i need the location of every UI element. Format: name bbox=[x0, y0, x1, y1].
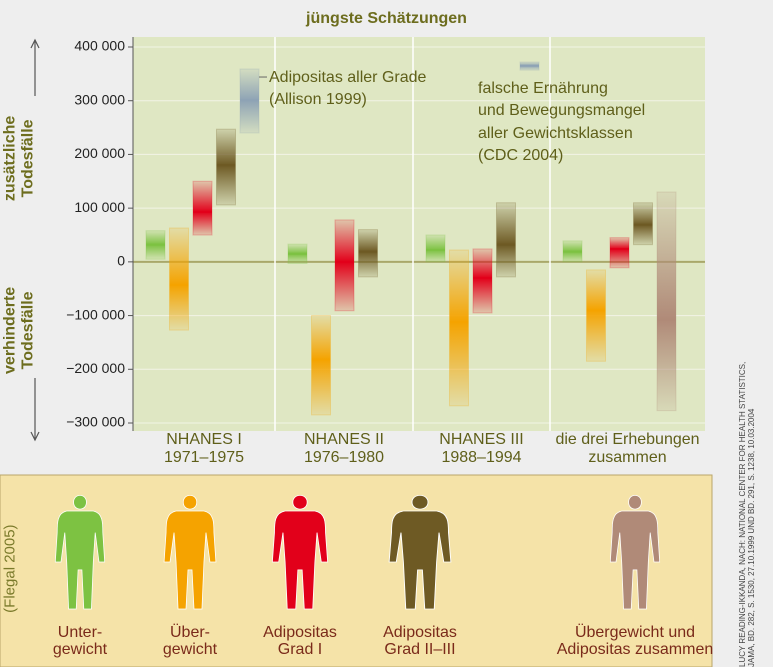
plot-area bbox=[133, 37, 705, 431]
source-label: (Flegal 2005) bbox=[1, 524, 19, 613]
y-tick-label: 300 000 bbox=[74, 91, 125, 107]
x-tick-label: NHANES II 1976–1980 bbox=[303, 431, 385, 467]
range-bar bbox=[609, 237, 630, 269]
annotation: Adipositas aller Grade (Allison 1999) bbox=[269, 69, 427, 109]
range-bar bbox=[656, 191, 677, 412]
y-tick-label: −200 000 bbox=[66, 360, 125, 376]
legend-label: Übergewicht und Adipositas zusammen bbox=[556, 624, 714, 658]
chart-title: jüngste Schätzungen bbox=[306, 10, 467, 27]
y-tick-label: 200 000 bbox=[74, 145, 125, 161]
legend-label: Adipositas Grad II–III bbox=[383, 624, 457, 658]
range-bar bbox=[449, 249, 469, 407]
figure bbox=[54, 494, 106, 610]
x-tick-label: NHANES III 1988–1994 bbox=[439, 431, 524, 467]
range-bar bbox=[334, 219, 355, 312]
figure bbox=[609, 494, 661, 610]
y-axis-label: verhinderte Todesfälle bbox=[1, 286, 37, 374]
range-bar bbox=[192, 180, 213, 236]
legend-label: Über- gewicht bbox=[162, 624, 218, 658]
y-tick-label: 400 000 bbox=[74, 38, 125, 54]
range-bar bbox=[425, 234, 446, 263]
figure-panel bbox=[0, 474, 713, 667]
y-axis-label: zusätzliche Todesfälle bbox=[1, 115, 37, 202]
figure bbox=[271, 494, 329, 610]
credit: LUCY READING-IKKANDA, NACH: NATIONAL CEN… bbox=[738, 361, 757, 667]
y-tick-label: −300 000 bbox=[66, 414, 125, 430]
range-bar bbox=[472, 248, 493, 314]
figure bbox=[388, 494, 452, 610]
legend-label: Unter- gewicht bbox=[52, 624, 108, 658]
annotation: falsche Ernährung und Bewegungsmangel al… bbox=[478, 79, 646, 164]
range-bar bbox=[586, 269, 606, 362]
legend-label: Adipositas Grad I bbox=[263, 624, 337, 658]
y-tick-label: 100 000 bbox=[74, 199, 125, 215]
arrow-head bbox=[30, 38, 40, 49]
figure bbox=[163, 494, 217, 610]
arrow-head bbox=[30, 431, 40, 442]
y-tick-label: 0 bbox=[117, 253, 125, 269]
range-bar bbox=[311, 315, 331, 416]
x-tick-label: NHANES I 1971–1975 bbox=[163, 431, 245, 467]
x-tick-label: die drei Erhebungen zusammen bbox=[555, 431, 700, 467]
range-bar bbox=[496, 202, 516, 278]
range-bar bbox=[633, 202, 653, 246]
y-tick-label: −100 000 bbox=[66, 306, 125, 322]
range-bar bbox=[358, 229, 378, 278]
range-bar bbox=[169, 227, 189, 331]
range-bar bbox=[216, 128, 236, 206]
